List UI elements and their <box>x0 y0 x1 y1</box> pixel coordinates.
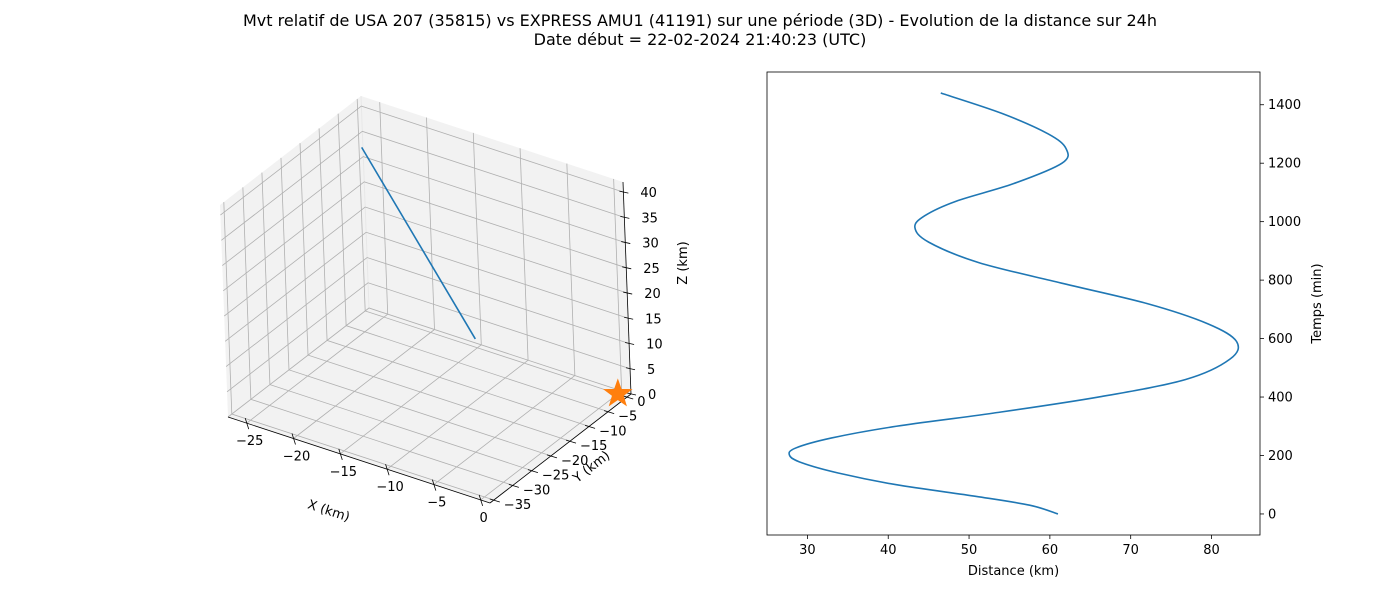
x-tick <box>244 418 250 430</box>
x-tick <box>291 433 296 445</box>
x-tick <box>385 464 390 476</box>
z-tick <box>625 367 636 371</box>
x-tick-label: −10 <box>376 480 403 495</box>
y-axis-line <box>489 393 632 504</box>
grid-line-z <box>225 257 630 367</box>
x-tick-label: 80 <box>1203 543 1220 558</box>
y-tick-label: −15 <box>580 439 607 454</box>
y-tick-label: 1200 <box>1268 157 1301 172</box>
z-tick <box>619 190 629 194</box>
z-tick <box>622 266 632 270</box>
x-tick-label: −5 <box>427 496 446 511</box>
y-tick <box>546 454 558 459</box>
trajectory-line <box>360 146 477 340</box>
z-axis-label: Z (km) <box>676 241 691 284</box>
z-tick <box>626 392 637 396</box>
grid-line-z <box>222 156 626 266</box>
x-tick-label: −20 <box>283 450 310 465</box>
x-tick-label: 0 <box>480 511 488 526</box>
x-tick-label: 40 <box>880 543 897 558</box>
x-tick <box>431 479 437 491</box>
plot-frame <box>766 71 1261 536</box>
x-tick-label: 30 <box>799 543 816 558</box>
x-tick <box>478 494 484 507</box>
y-tick-label: 1400 <box>1268 98 1301 113</box>
x-tick-label: −25 <box>236 434 263 449</box>
y-tick-label: −30 <box>523 483 550 498</box>
y-tick <box>489 498 500 503</box>
y-tick-label: 200 <box>1268 449 1293 464</box>
x-tick-label: 70 <box>1122 543 1139 558</box>
y-tick <box>508 483 519 488</box>
z-tick-label: 25 <box>643 262 660 277</box>
y-tick-label: 1000 <box>1268 215 1301 230</box>
y-tick <box>584 425 596 429</box>
z-tick-label: 10 <box>646 338 663 353</box>
y-tick <box>565 439 577 444</box>
z-tick <box>620 215 630 219</box>
floor-pane <box>228 308 631 503</box>
z-tick-label: 20 <box>644 287 661 302</box>
y-axis-label: Temps (min) <box>1310 263 1325 344</box>
z-tick-label: 35 <box>641 211 658 226</box>
z-tick-label: 5 <box>647 363 655 378</box>
grid-line-z <box>227 307 632 418</box>
z-tick-label: 40 <box>640 186 657 201</box>
z-tick-label: 0 <box>648 388 656 403</box>
z-tick <box>621 241 631 244</box>
z-tick <box>624 316 634 320</box>
grid-line-z <box>221 130 625 241</box>
y-tick-label: 0 <box>1268 507 1276 522</box>
chart-3d: −25−20−15−10−500−5−10−15−20−25−30−350510… <box>220 95 691 526</box>
y-tick <box>623 395 634 400</box>
y-tick-label: 800 <box>1268 274 1293 289</box>
x-axis-label: X (km) <box>306 498 352 526</box>
figure-title: Mvt relatif de USA 207 (35815) vs EXPRES… <box>242 11 1157 30</box>
x-tick <box>338 448 343 460</box>
distance-line <box>788 92 1240 515</box>
y-tick-label: −5 <box>618 410 637 425</box>
x-tick-label: −15 <box>330 465 357 480</box>
x-axis-label: Distance (km) <box>968 564 1059 579</box>
x-axis-line <box>227 416 491 504</box>
grid-line-z <box>224 231 629 342</box>
y-tick-label: −20 <box>561 454 588 469</box>
grid-line-z <box>223 206 628 317</box>
y-tick <box>527 469 539 473</box>
origin-star-marker <box>603 378 633 407</box>
y-tick-label: 400 <box>1268 391 1293 406</box>
z-tick <box>623 291 633 295</box>
chart-distance: 30 40 50 60 70 800200400600800100012001400Dis… <box>766 71 1325 579</box>
y-tick-label: 600 <box>1268 332 1293 347</box>
y-tick-label: −10 <box>599 424 626 439</box>
figure-subtitle: Date début = 22-02-2024 21:40:23 (UTC) <box>533 30 867 49</box>
z-tick-label: 30 <box>642 237 659 252</box>
z-tick-label: 15 <box>645 312 662 327</box>
grid-line-z <box>222 181 627 292</box>
x-tick-label: 50 <box>961 543 978 558</box>
y-tick-label: 0 <box>637 395 645 410</box>
grid-line-z <box>226 282 631 393</box>
x-tick-label: 60 <box>1042 543 1059 558</box>
y-tick <box>604 410 615 415</box>
z-tick <box>625 342 635 345</box>
y-tick-label: −35 <box>504 498 531 513</box>
y-tick-label: −25 <box>542 469 569 484</box>
grid-line-z <box>220 105 624 216</box>
